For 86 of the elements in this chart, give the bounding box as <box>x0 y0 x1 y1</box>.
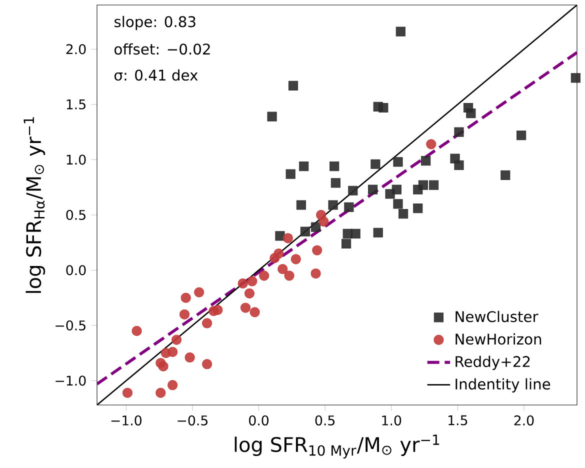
point <box>202 318 212 328</box>
point <box>180 292 191 303</box>
point <box>310 222 321 232</box>
point <box>466 108 476 118</box>
point <box>418 180 428 190</box>
point <box>318 216 329 227</box>
annotation: σ: 0.41 dex <box>114 69 198 81</box>
x-tick-label: 2.0 <box>514 415 534 426</box>
point <box>286 169 296 179</box>
y-tick-label: 1.0 <box>66 154 86 165</box>
point <box>284 270 294 281</box>
point <box>296 200 306 210</box>
point <box>158 361 168 372</box>
x-tick-label: −0.5 <box>178 415 208 426</box>
point <box>516 130 526 140</box>
point <box>240 302 251 313</box>
point <box>330 178 340 188</box>
y-tick-label: 1.5 <box>66 99 86 110</box>
point <box>344 202 354 212</box>
annotation: offset: −0.02 <box>114 43 210 55</box>
point <box>290 254 301 264</box>
point <box>259 270 270 281</box>
x-tick-label: 0.5 <box>315 415 335 426</box>
point <box>385 189 395 199</box>
point <box>250 307 260 318</box>
point <box>454 127 464 137</box>
point <box>370 159 380 169</box>
point <box>428 180 439 190</box>
point <box>168 380 178 390</box>
point <box>310 268 321 279</box>
point <box>238 278 248 289</box>
x-tick-label: 0.0 <box>249 415 268 426</box>
point <box>393 157 403 167</box>
point <box>132 326 142 336</box>
point <box>156 388 166 398</box>
legend-label: Indentity line <box>456 378 550 392</box>
point <box>171 334 182 345</box>
point <box>278 264 288 274</box>
y-tick-label: −0.5 <box>56 320 86 330</box>
point <box>350 228 360 239</box>
point <box>267 112 277 122</box>
y-axis-title: log SFR$_{Hα}$/M$_{⊙}$ yr$^{−1}$ <box>24 117 46 293</box>
point <box>500 170 510 180</box>
point <box>288 80 298 90</box>
point <box>202 359 212 370</box>
point <box>396 26 406 36</box>
point <box>398 209 408 219</box>
point <box>373 228 383 238</box>
point <box>330 162 340 172</box>
legend-label: NewHorizon <box>456 333 542 345</box>
point <box>300 226 310 236</box>
y-tick-label: −1.0 <box>56 376 86 386</box>
y-tick-label: 0.0 <box>66 265 86 276</box>
point <box>454 160 464 170</box>
point <box>570 73 580 83</box>
point <box>212 304 223 316</box>
point <box>368 184 378 194</box>
point <box>328 200 338 210</box>
point <box>299 162 309 172</box>
point <box>179 309 190 320</box>
point <box>378 102 388 113</box>
point <box>247 276 258 286</box>
x-tick-label: 1.5 <box>448 415 468 426</box>
x-axis-title: log SFR$_{10 Myr}$/M$_{⊙}$ yr$^{−1}$ <box>234 434 440 458</box>
point <box>168 346 178 358</box>
point <box>421 156 431 166</box>
point <box>184 352 195 363</box>
y-tick-label: 2.0 <box>66 44 86 54</box>
point <box>312 245 322 256</box>
legend-label: Reddy+22 <box>456 356 530 370</box>
point <box>244 288 255 298</box>
y-tick-label: 0.5 <box>66 210 86 220</box>
point <box>275 231 285 241</box>
point <box>393 199 403 209</box>
point <box>426 139 436 150</box>
point <box>194 287 204 298</box>
x-tick-label: 1.0 <box>382 415 402 426</box>
point <box>122 388 133 398</box>
x-tick-label: −1.0 <box>111 415 142 426</box>
point <box>341 238 352 248</box>
point <box>282 233 294 244</box>
annotation: slope: 0.83 <box>114 16 196 30</box>
legend-label: NewCluster <box>456 310 538 322</box>
point <box>413 204 423 214</box>
point <box>274 248 284 259</box>
point <box>348 186 358 196</box>
